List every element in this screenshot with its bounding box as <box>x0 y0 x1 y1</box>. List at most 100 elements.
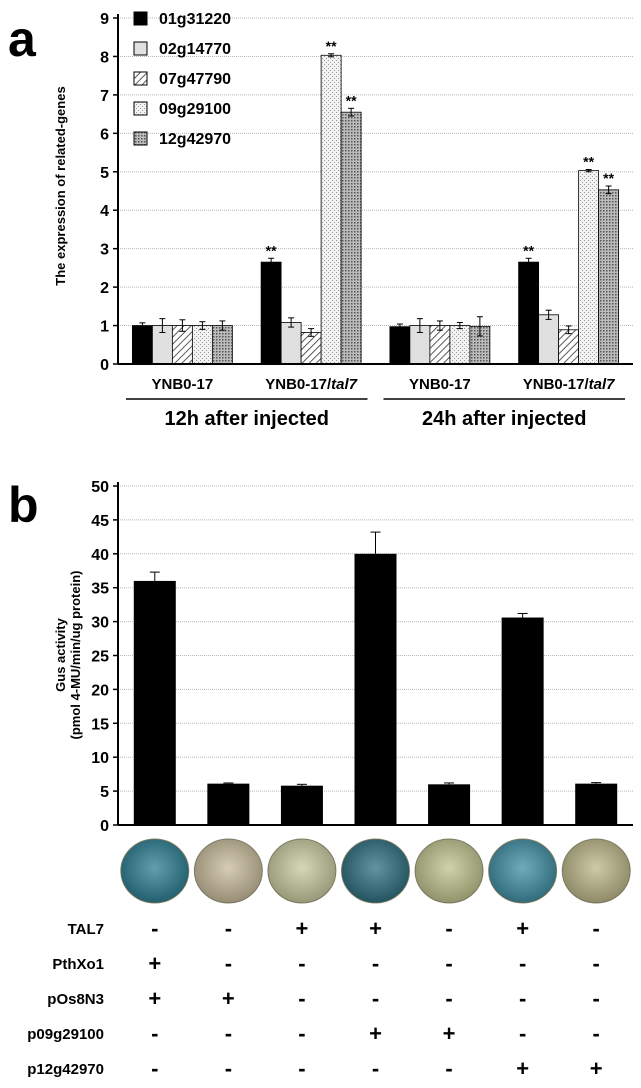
chart-a-category-label: YNB0-17/tal7 <box>523 376 615 393</box>
treatment-mark: - <box>298 1056 305 1081</box>
chart-a-bars: ** ** ** ** ** ** <box>131 38 620 365</box>
chart-a-category-label: YNB0-17/tal7 <box>265 376 357 393</box>
treatment-mark: + <box>369 1021 382 1046</box>
treatment-mark: - <box>225 951 232 976</box>
chart-a-legend: 01g31220 02g14770 07g47790 09g29100 12g42970 <box>133 11 231 148</box>
leaf-disc-shading <box>562 839 631 903</box>
chart-a-y-tick-label: 0 <box>100 357 109 374</box>
chart-a-bar <box>340 111 362 365</box>
chart-b-leaf-images <box>120 838 631 904</box>
chart-a-significance-mark: ** <box>603 170 614 186</box>
treatment-mark: - <box>225 1021 232 1046</box>
leaf-disc-shading <box>194 839 263 903</box>
chart-a-category-label-text: YNB0-17/ <box>523 376 590 393</box>
chart-b-y-axis-label-line1: Gus activity <box>53 617 68 691</box>
treatment-mark: - <box>593 951 600 976</box>
chart-a-significance-mark: ** <box>346 92 357 108</box>
chart-a-gridlines <box>118 17 633 327</box>
chart-a-category-label: YNB0-17 <box>409 376 471 393</box>
treatment-mark: - <box>519 1021 526 1046</box>
chart-a-tick-labels: 0 1 2 3 4 5 6 7 8 9 <box>100 11 109 374</box>
chart-b-y-tick-label: 40 <box>91 547 109 564</box>
chart-b: 0 5 10 15 20 25 30 35 40 45 50 Gus activity (pmol … <box>27 479 633 1081</box>
treatment-mark: - <box>445 951 452 976</box>
treatment-mark: - <box>225 916 232 941</box>
treatment-mark: - <box>151 1021 158 1046</box>
chart-a-bar <box>191 325 213 365</box>
chart-a-y-tick-label: 9 <box>100 11 109 28</box>
panel-b-label: b <box>8 477 39 533</box>
leaf-disc-shading <box>341 839 410 903</box>
treatment-mark: - <box>593 1021 600 1046</box>
treatment-mark: - <box>445 986 452 1011</box>
treatment-mark: + <box>222 986 235 1011</box>
treatment-mark: - <box>593 916 600 941</box>
chart-b-treatment-table: TAL7 - - + + - + - PthXo1 + - - - - - - pOs8N3 + + - - - - - p09… <box>27 916 602 1081</box>
chart-b-y-tick-label: 30 <box>91 615 109 632</box>
chart-a-bar <box>211 325 233 365</box>
chart-b-bars <box>133 531 618 825</box>
chart-b-y-tick-label: 50 <box>91 479 109 496</box>
chart-a-bar <box>389 326 411 365</box>
chart-b-bar <box>280 785 323 825</box>
chart-a-legend-swatch <box>133 11 148 26</box>
chart-a-category-label-italic: tal7 <box>331 376 358 393</box>
chart-a-legend-swatch <box>133 131 148 146</box>
chart-b-bar <box>354 553 397 825</box>
chart-b-bar <box>207 783 250 825</box>
chart-a-y-tick-label: 8 <box>100 49 109 66</box>
treatment-mark: + <box>516 1056 529 1081</box>
chart-b-y-tick-label: 10 <box>91 750 109 767</box>
treatment-mark: - <box>519 951 526 976</box>
chart-b-y-tick-label: 20 <box>91 682 109 699</box>
treatment-mark: - <box>593 986 600 1011</box>
chart-b-y-tick-label: 35 <box>91 581 109 598</box>
chart-a-significance-mark: ** <box>523 242 534 258</box>
chart-b-y-axis-label-line2: (pmol 4-MU/min/ug protein) <box>68 571 83 740</box>
chart-a-group-label: 12h after injected <box>164 408 329 430</box>
treatment-mark: - <box>519 986 526 1011</box>
chart-a-legend-label: 01g31220 <box>159 11 231 28</box>
chart-a-legend-swatch <box>133 41 148 56</box>
chart-a-y-tick-label: 3 <box>100 242 109 259</box>
chart-a-bar <box>429 325 451 365</box>
chart-a-significance-mark: ** <box>266 242 277 258</box>
treatment-mark: + <box>443 1021 456 1046</box>
chart-a-bar <box>131 325 153 365</box>
chart-b-y-tick-label: 5 <box>100 784 109 801</box>
treatment-mark: + <box>148 986 161 1011</box>
chart-a-significance-mark: ** <box>583 153 594 169</box>
chart-a-category-label: YNB0-17 <box>152 376 214 393</box>
chart-b-bar <box>575 783 618 825</box>
chart-a-bar <box>558 329 580 365</box>
chart-a-legend-label: 07g47790 <box>159 71 231 88</box>
chart-a-bar <box>538 314 560 365</box>
chart-a-y-axis-label: The expression of related-genes <box>53 86 68 285</box>
chart-b-bar <box>501 617 544 825</box>
chart-a-category-label-text: YNB0-17 <box>409 376 471 393</box>
treatment-row-label: p09g29100 <box>27 1026 104 1043</box>
treatment-mark: - <box>298 986 305 1011</box>
chart-a-y-tick-label: 6 <box>100 126 109 143</box>
chart-b-bar <box>428 784 471 825</box>
treatment-mark: - <box>225 1056 232 1081</box>
chart-a-legend-label: 12g42970 <box>159 131 231 148</box>
leaf-disc-shading <box>120 839 189 903</box>
chart-a-significance-mark: ** <box>326 38 337 54</box>
chart-a-y-tick-label: 4 <box>100 203 109 220</box>
chart-b-y-tick-label: 0 <box>100 818 109 835</box>
chart-a-legend-swatch <box>133 71 148 86</box>
chart-a-y-tick-label: 7 <box>100 88 109 105</box>
chart-a-bar <box>449 325 471 365</box>
treatment-mark: - <box>372 986 379 1011</box>
chart-a-bar <box>320 54 342 365</box>
chart-a-group-label: 24h after injected <box>422 408 587 430</box>
treatment-mark: - <box>298 951 305 976</box>
treatment-row-label: PthXo1 <box>52 956 104 973</box>
treatment-mark: - <box>298 1021 305 1046</box>
chart-a-y-tick-label: 5 <box>100 165 109 182</box>
chart-a-y-tick-label: 1 <box>100 319 109 336</box>
chart-a-bar <box>260 261 282 365</box>
chart-a-legend-label: 09g29100 <box>159 101 231 118</box>
